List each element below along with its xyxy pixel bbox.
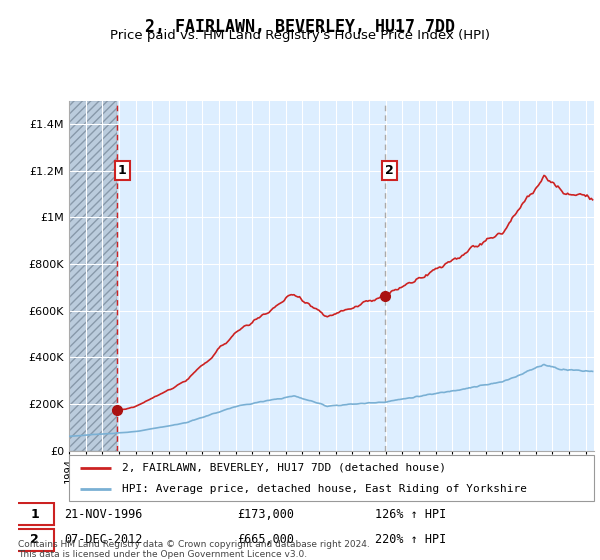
Bar <box>69 101 118 451</box>
Text: Price paid vs. HM Land Registry's House Price Index (HPI): Price paid vs. HM Land Registry's House … <box>110 29 490 42</box>
Text: 1: 1 <box>118 164 127 178</box>
FancyBboxPatch shape <box>69 455 594 501</box>
Text: 126% ↑ HPI: 126% ↑ HPI <box>375 508 446 521</box>
Text: 220% ↑ HPI: 220% ↑ HPI <box>375 533 446 546</box>
Text: 2, FAIRLAWN, BEVERLEY, HU17 7DD: 2, FAIRLAWN, BEVERLEY, HU17 7DD <box>145 18 455 36</box>
Text: 2, FAIRLAWN, BEVERLEY, HU17 7DD (detached house): 2, FAIRLAWN, BEVERLEY, HU17 7DD (detache… <box>121 463 445 473</box>
Text: £173,000: £173,000 <box>237 508 294 521</box>
FancyBboxPatch shape <box>15 529 54 550</box>
Text: HPI: Average price, detached house, East Riding of Yorkshire: HPI: Average price, detached house, East… <box>121 484 527 494</box>
Text: 21-NOV-1996: 21-NOV-1996 <box>64 508 142 521</box>
Text: Contains HM Land Registry data © Crown copyright and database right 2024.
This d: Contains HM Land Registry data © Crown c… <box>18 540 370 559</box>
FancyBboxPatch shape <box>15 503 54 525</box>
Text: 1: 1 <box>31 508 39 521</box>
Text: £665,000: £665,000 <box>237 533 294 546</box>
Text: 2: 2 <box>385 164 394 178</box>
Text: 2: 2 <box>31 533 39 546</box>
Text: 07-DEC-2012: 07-DEC-2012 <box>64 533 142 546</box>
